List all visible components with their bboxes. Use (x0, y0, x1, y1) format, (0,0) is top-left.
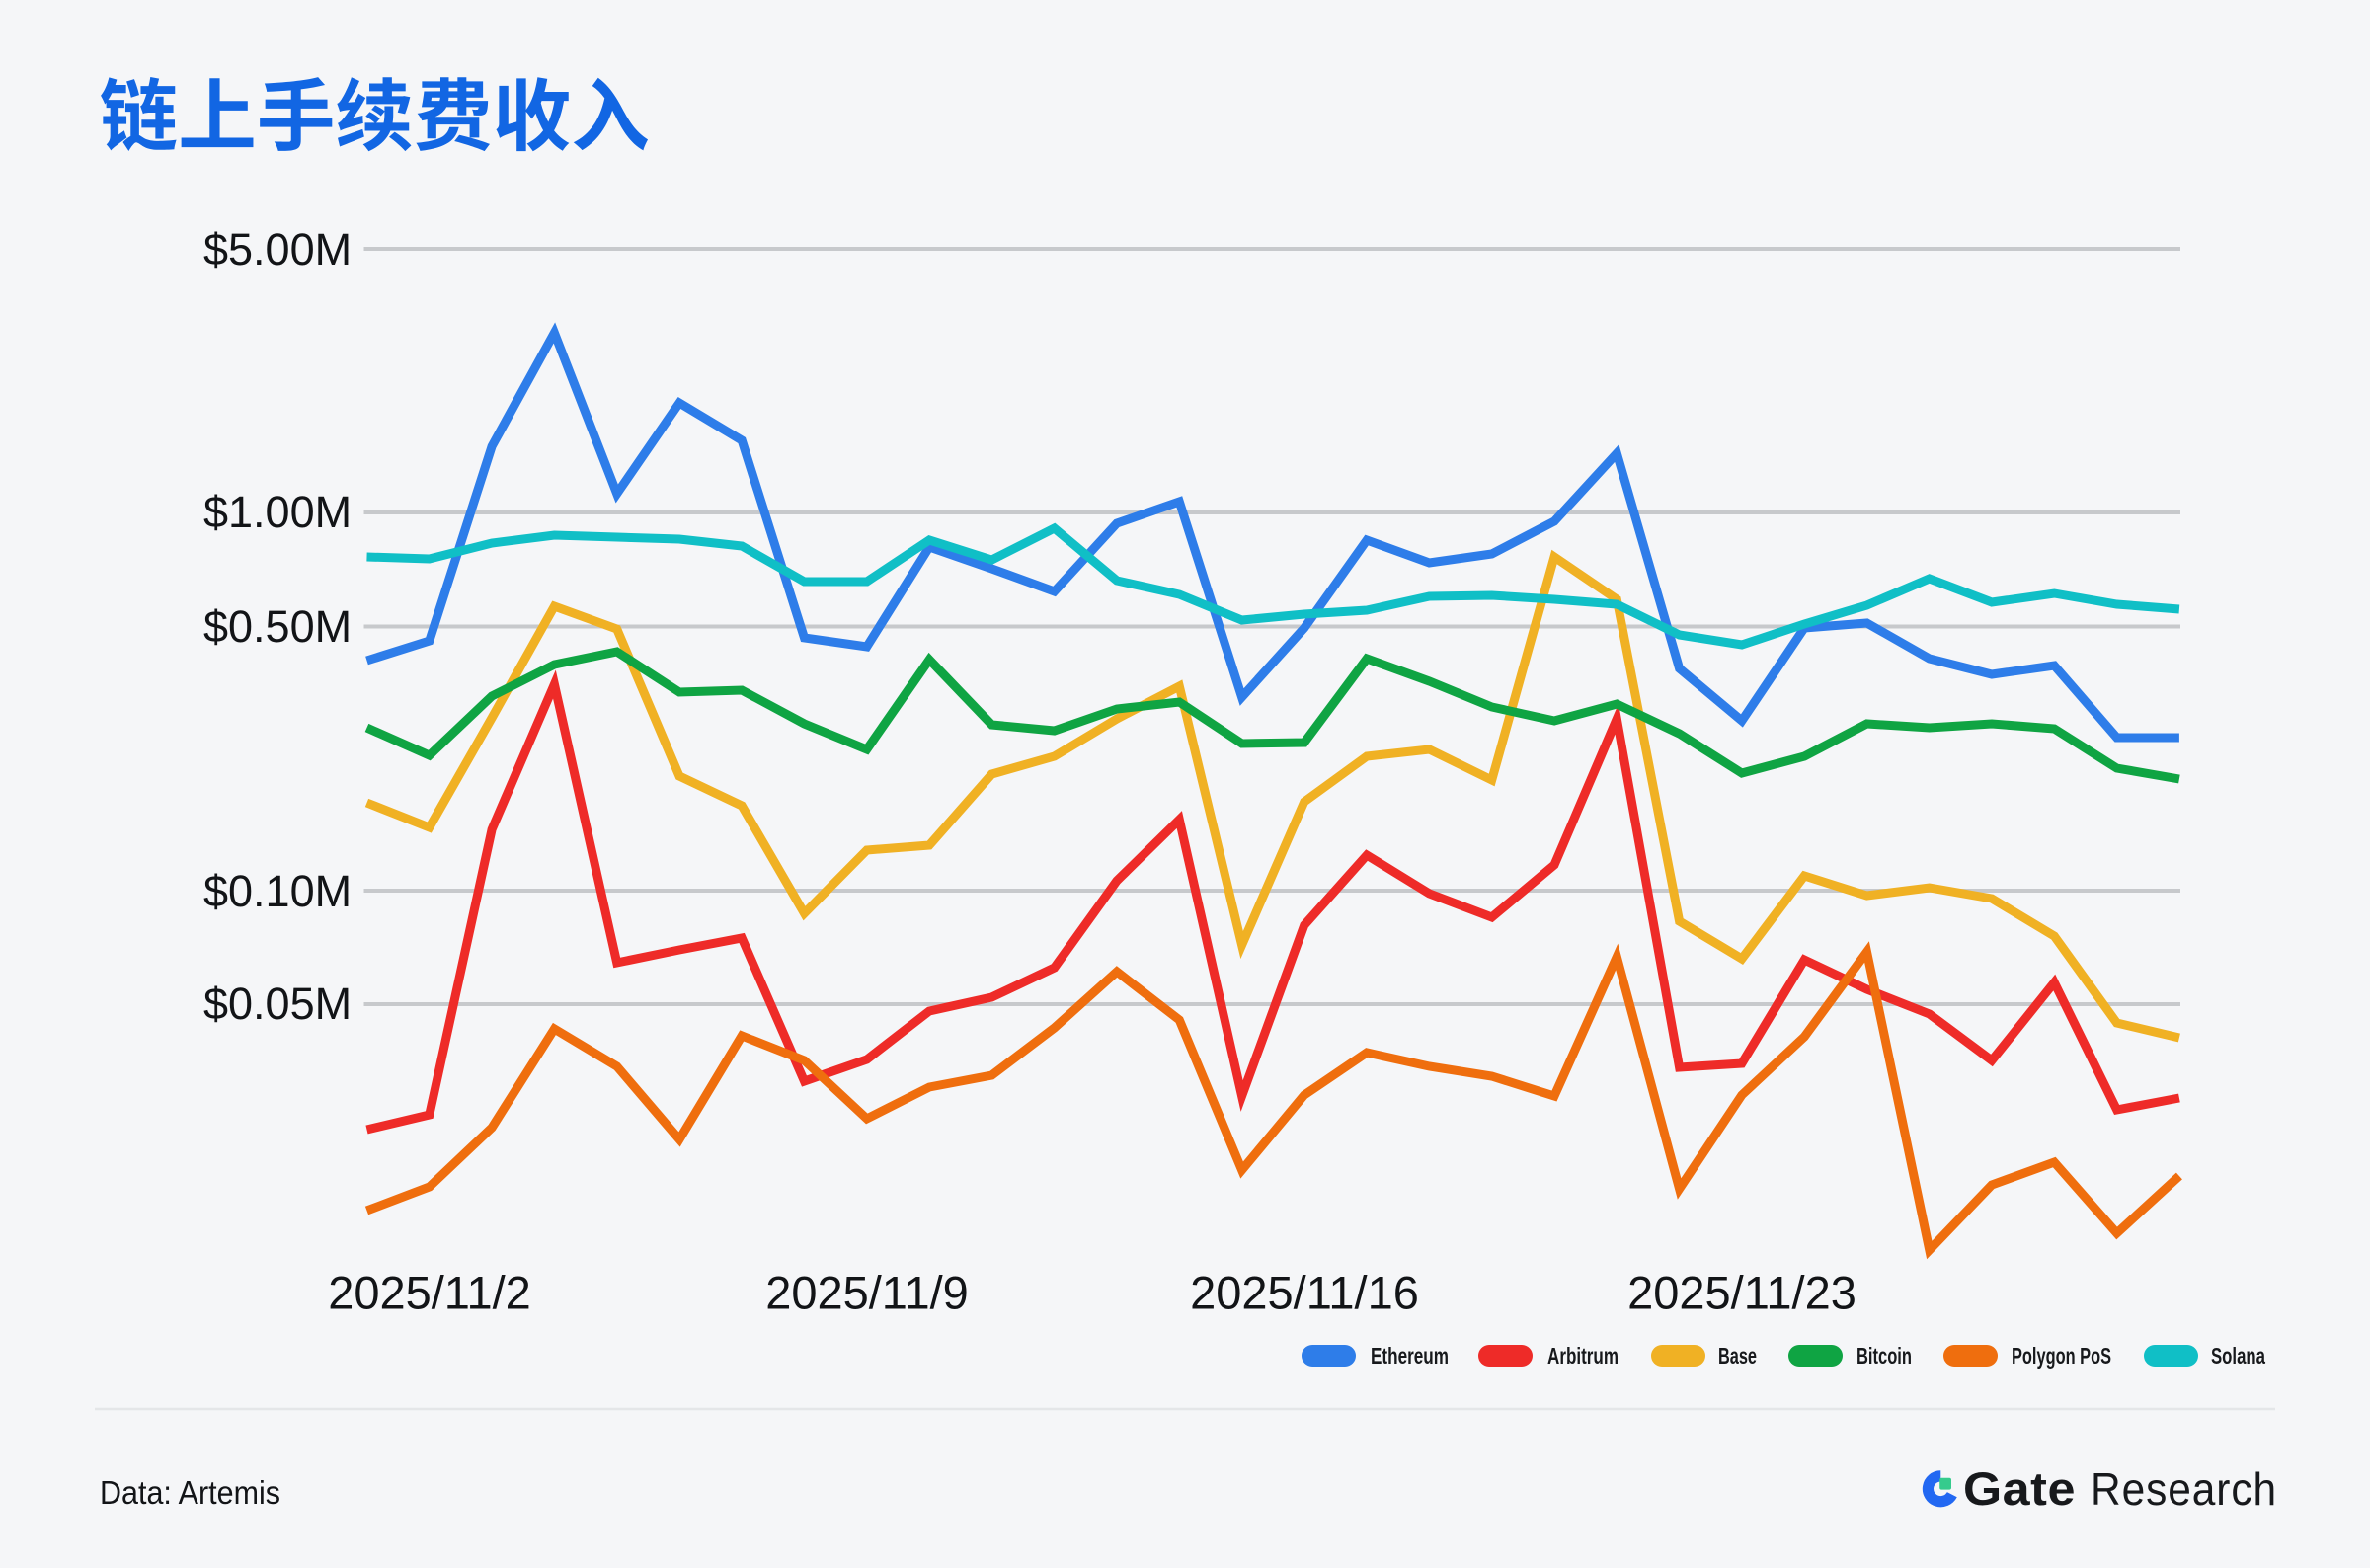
svg-text:Bitcoin: Bitcoin (1856, 1343, 1912, 1369)
svg-text:$0.05M: $0.05M (203, 979, 352, 1029)
svg-text:$1.00M: $1.00M (203, 487, 352, 537)
svg-text:Research: Research (2091, 1463, 2277, 1515)
svg-text:2025/11/2: 2025/11/2 (328, 1267, 531, 1319)
svg-text:Polygon PoS: Polygon PoS (2012, 1343, 2111, 1369)
svg-text:$5.00M: $5.00M (203, 224, 352, 274)
svg-text:$0.10M: $0.10M (203, 866, 352, 916)
svg-text:Solana: Solana (2211, 1343, 2265, 1369)
svg-text:Base: Base (1718, 1343, 1757, 1369)
svg-text:2025/11/9: 2025/11/9 (765, 1267, 969, 1319)
svg-text:2025/11/23: 2025/11/23 (1627, 1267, 1856, 1319)
svg-text:$0.50M: $0.50M (203, 601, 352, 652)
svg-text:Gate: Gate (1963, 1462, 2076, 1515)
svg-text:Arbitrum: Arbitrum (1547, 1343, 1619, 1369)
svg-text:Ethereum: Ethereum (1371, 1343, 1449, 1369)
svg-text:2025/11/16: 2025/11/16 (1190, 1267, 1419, 1319)
svg-text:Data: Artemis: Data: Artemis (100, 1474, 280, 1511)
